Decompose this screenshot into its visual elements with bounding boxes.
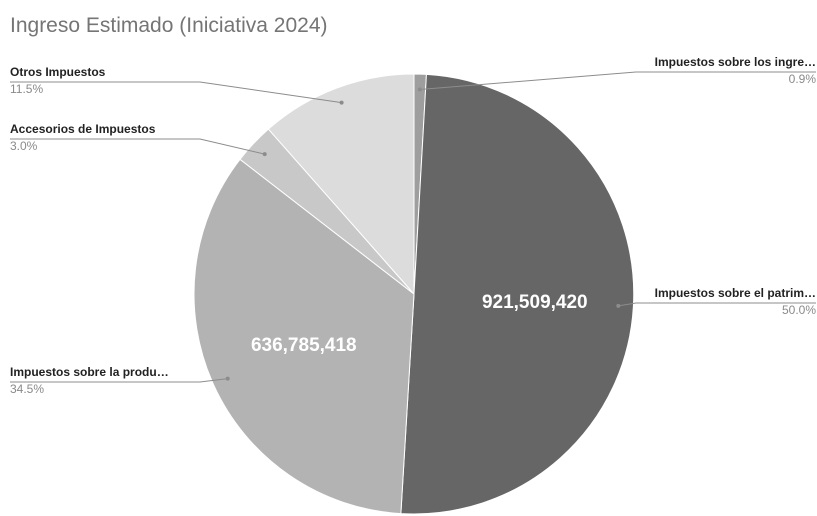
leader-line: [10, 378, 228, 383]
leader-dot: [262, 152, 267, 157]
pie-slices: [193, 73, 635, 515]
leader-dot: [225, 376, 230, 381]
pie-slice: [193, 158, 415, 515]
slice-percent-label: 34.5%: [10, 382, 44, 396]
slice-percent-label: 3.0%: [10, 139, 38, 153]
leader-line: [10, 138, 265, 155]
leader-line: [419, 71, 816, 90]
slice-name-label: Impuestos sobre los ingre…: [655, 55, 816, 69]
slice-name-label: Impuestos sobre la produ…: [10, 365, 169, 379]
slice-value-label: 636,785,418: [251, 335, 357, 356]
slice-percent-label: 0.9%: [789, 72, 817, 86]
slice-percent-label: 50.0%: [782, 303, 816, 317]
pie-slice: [400, 73, 635, 515]
chart-title: Ingreso Estimado (Iniciativa 2024): [10, 14, 328, 37]
leader-lines: [10, 71, 816, 383]
leader-dot: [339, 100, 344, 105]
slice-name-label: Accesorios de Impuestos: [10, 122, 156, 136]
slice-name-label: Impuestos sobre el patrim…: [655, 286, 816, 300]
leader-dot: [417, 87, 422, 92]
leader-dot: [616, 303, 621, 308]
slice-value-label: 921,509,420: [482, 292, 588, 313]
pie-slice: [267, 73, 415, 296]
slice-percent-label: 11.5%: [10, 82, 43, 96]
leader-line: [10, 81, 342, 104]
slice-labels: Impuestos sobre los ingre… 0.9% 921,509,42…: [10, 55, 816, 396]
slice-name-label: Otros Impuestos: [10, 65, 106, 79]
leader-line: [618, 302, 816, 307]
